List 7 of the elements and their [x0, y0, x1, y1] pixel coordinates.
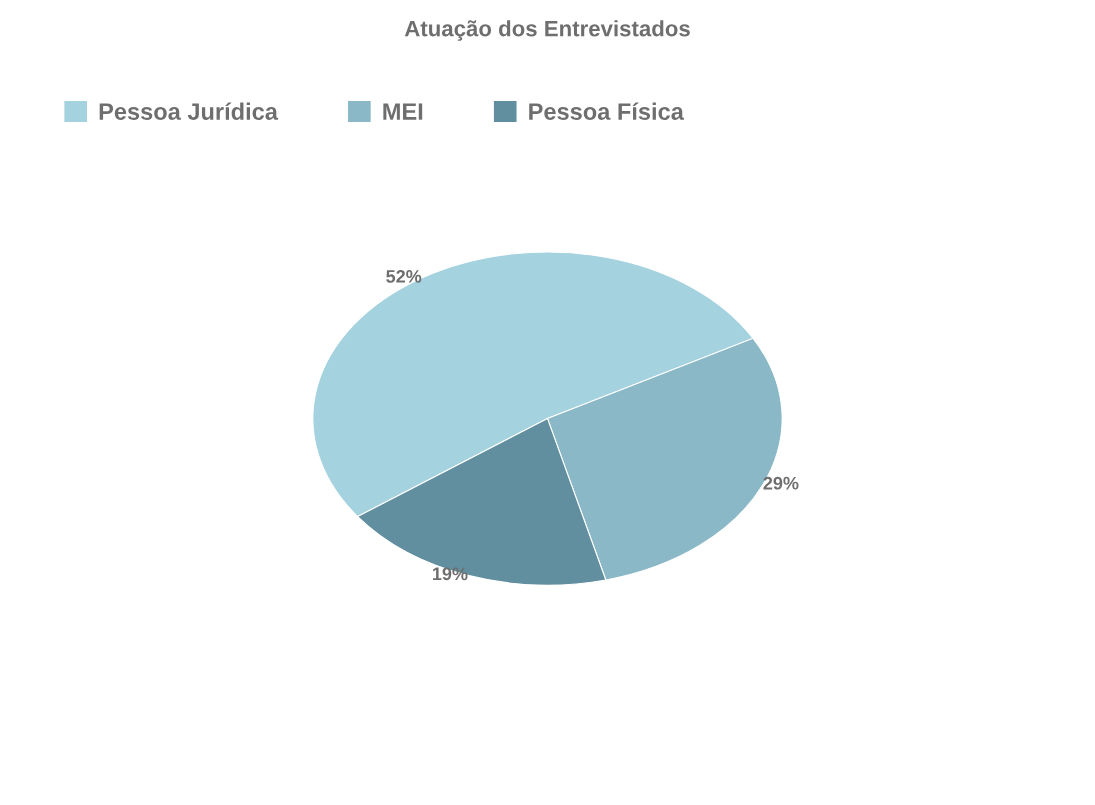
- data-label: 52%: [386, 270, 422, 283]
- data-label: 19%: [433, 567, 468, 581]
- legend-label: MEI: [383, 103, 423, 120]
- legend-label: Pessoa Jurídica: [99, 102, 279, 120]
- data-label: 29%: [763, 476, 799, 490]
- chart-title: Atuação dos Entrevistados: [404, 20, 690, 41]
- legend-label: Pessoa Física: [529, 102, 684, 120]
